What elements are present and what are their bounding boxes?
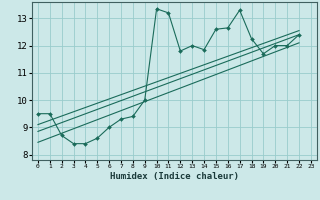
X-axis label: Humidex (Indice chaleur): Humidex (Indice chaleur): [110, 172, 239, 181]
